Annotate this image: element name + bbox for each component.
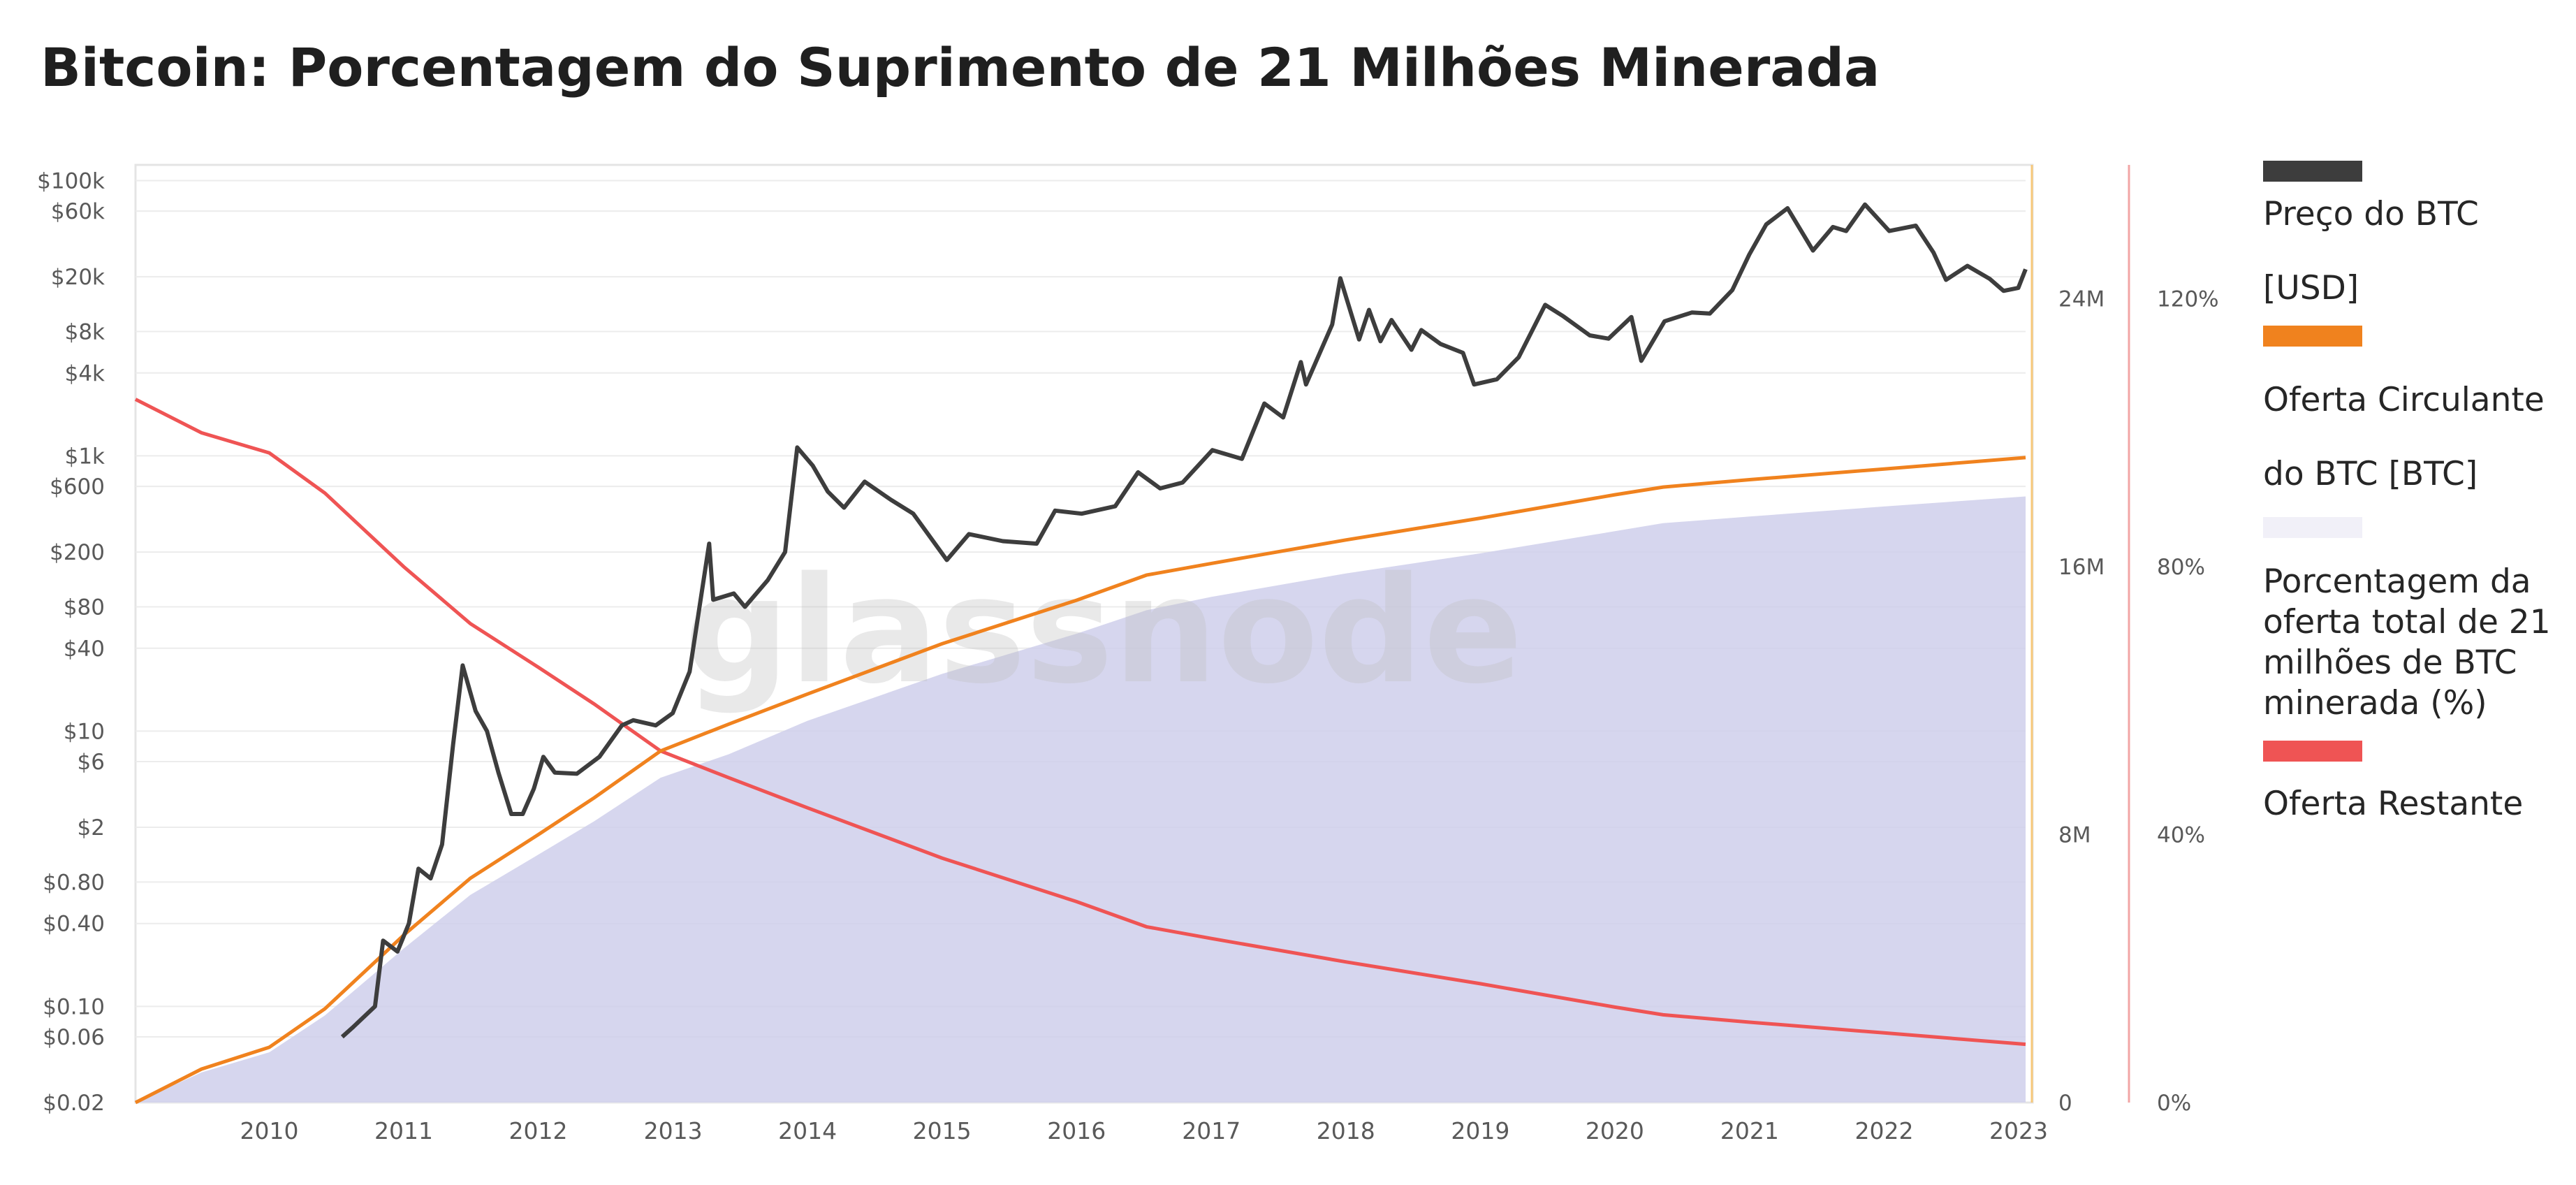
price-tick-label: $0.10	[43, 994, 105, 1019]
x-tick-label: 2018	[1317, 1117, 1375, 1144]
x-tick-label: 2023	[1989, 1117, 2048, 1144]
price-tick-label: $4k	[65, 361, 105, 386]
legend-pct-swatch	[2263, 517, 2362, 538]
pct-tick-label: 80%	[2157, 555, 2205, 580]
price-tick-label: $40	[64, 637, 105, 662]
price-tick-label: $20k	[51, 265, 105, 290]
pct-tick-label: 40%	[2157, 823, 2205, 848]
x-tick-label: 2020	[1586, 1117, 1644, 1144]
x-tick-label: 2012	[509, 1117, 568, 1144]
legend-supply-unit: do BTC [BTC]	[2263, 455, 2478, 493]
price-tick-label: $200	[50, 540, 105, 565]
price-tick-label: $0.06	[43, 1025, 105, 1050]
axis-labels: $100k $60k $20k $8k $4k $1k $600 $200 $80 $40 $10 $…	[37, 168, 2219, 1144]
x-tick-label: 2016	[1047, 1117, 1106, 1144]
supply-tick-label: 24M	[2058, 287, 2105, 312]
legend-price-unit: [USD]	[2263, 269, 2359, 307]
price-tick-label: $100k	[37, 168, 105, 194]
x-tick-label: 2015	[913, 1117, 972, 1144]
price-tick-label: $2	[78, 815, 105, 841]
series-pct-mined-area	[136, 496, 2026, 1103]
x-tick-label: 2013	[644, 1117, 703, 1144]
supply-tick-label: 0	[2058, 1091, 2072, 1116]
pct-tick-label: 120%	[2157, 287, 2219, 312]
legend-supply-label: Oferta Circulante	[2263, 381, 2545, 419]
legend-remaining-swatch	[2263, 741, 2362, 762]
legend-price-label: Preço do BTC	[2263, 195, 2479, 233]
price-tick-label: $0.80	[43, 870, 105, 895]
legend-pct-label: Porcentagem da oferta total de 21 milhõe…	[2263, 562, 2551, 722]
price-tick-label: $60k	[51, 199, 105, 224]
x-tick-label: 2021	[1720, 1117, 1779, 1144]
chart-title: Bitcoin: Porcentagem do Suprimento de 21…	[41, 36, 1880, 99]
series-circulating-supply-line	[134, 456, 2026, 1105]
series-remaining-supply-line	[134, 398, 2026, 1047]
x-tick-label: 2014	[778, 1117, 837, 1144]
x-tick-label: 2022	[1854, 1117, 1913, 1144]
series-btc-price-line	[340, 202, 2028, 1039]
x-tick-label: 2011	[374, 1117, 433, 1144]
price-tick-label: $0.02	[43, 1091, 105, 1116]
watermark: glassnode	[685, 545, 1523, 716]
legend-remaining-label: Oferta Restante	[2263, 785, 2524, 823]
legend-price-swatch	[2263, 161, 2362, 182]
price-tick-label: $8k	[65, 320, 105, 345]
price-tick-label: $0.40	[43, 912, 105, 937]
legend-supply-swatch	[2263, 326, 2362, 347]
pct-tick-label: 0%	[2157, 1091, 2191, 1116]
price-tick-label: $10	[64, 719, 105, 744]
x-tick-label: 2019	[1451, 1117, 1509, 1144]
x-tick-label: 2010	[240, 1117, 298, 1144]
price-tick-label: $600	[50, 474, 105, 500]
supply-tick-label: 8M	[2058, 823, 2091, 848]
x-tick-label: 2017	[1182, 1117, 1241, 1144]
price-tick-label: $6	[78, 750, 105, 775]
price-tick-label: $80	[64, 595, 105, 620]
price-tick-label: $1k	[65, 444, 105, 469]
supply-tick-label: 16M	[2058, 555, 2105, 580]
